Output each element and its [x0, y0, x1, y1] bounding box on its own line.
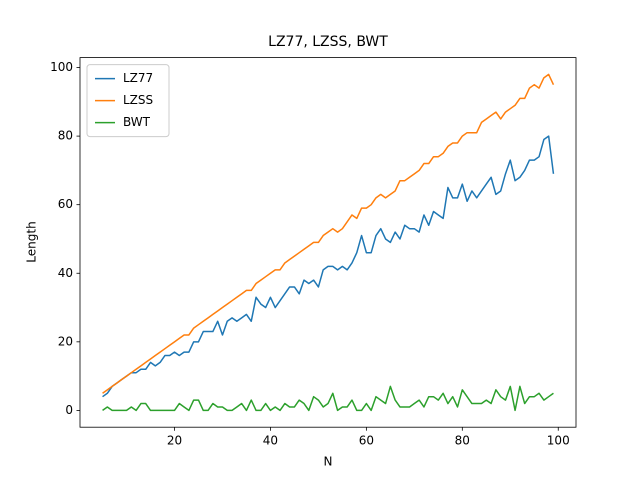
legend-label: LZSS — [123, 93, 153, 107]
line-series — [102, 385, 554, 412]
y-tick-label: 80 — [58, 129, 73, 143]
x-tick-label: 40 — [263, 434, 278, 448]
legend-box — [86, 64, 170, 138]
axes-frame — [79, 57, 577, 428]
y-tick-label: 60 — [58, 197, 73, 211]
x-tick-label: 60 — [359, 434, 374, 448]
legend-label: LZ77 — [123, 71, 153, 85]
chart-title: LZ77, LZSS, BWT — [268, 34, 388, 50]
y-tick-label: 100 — [50, 60, 73, 74]
y-tick-label: 0 — [65, 403, 73, 417]
y-axis-label: Length — [25, 221, 39, 262]
y-tick-label: 40 — [58, 266, 73, 280]
x-tick-label: 100 — [547, 434, 570, 448]
x-axis-label: N — [324, 455, 333, 469]
legend-label: BWT — [123, 115, 151, 129]
line-series — [102, 73, 555, 394]
x-tick-label: 80 — [455, 434, 470, 448]
y-tick-label: 20 — [58, 334, 73, 348]
x-tick-label: 20 — [167, 434, 182, 448]
line-series — [102, 135, 555, 398]
